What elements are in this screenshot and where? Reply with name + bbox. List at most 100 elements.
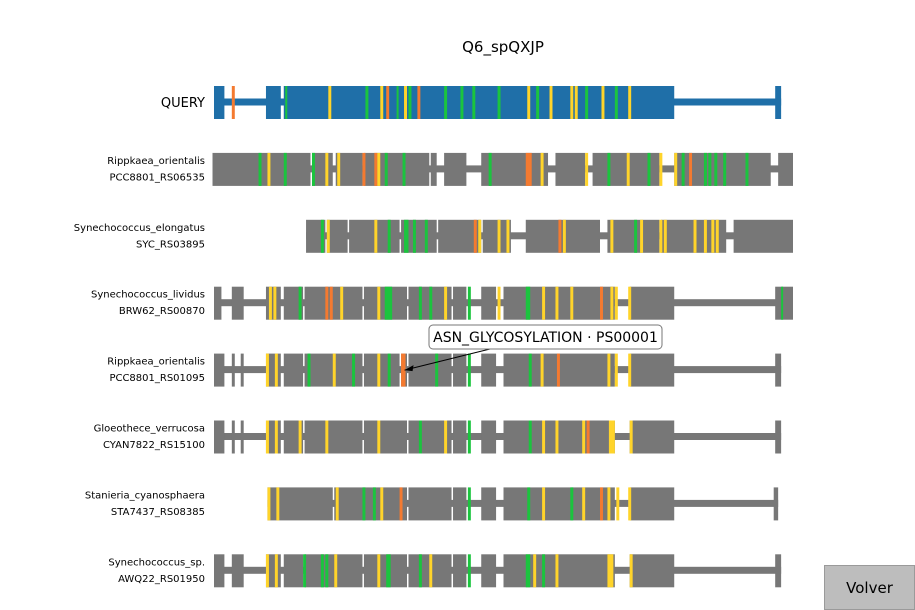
alignment-block (453, 487, 467, 521)
alignment-row: Synechococcus_sp. AWQ22_RS01950 (108, 554, 782, 588)
motif-mark (527, 86, 531, 119)
motif-mark (387, 353, 391, 387)
motif-mark (610, 286, 614, 320)
motif-mark (231, 86, 235, 119)
motif-mark (384, 286, 393, 320)
motif-mark (307, 353, 311, 387)
motif-mark (628, 353, 632, 387)
motif-mark (377, 286, 381, 320)
motif-mark (362, 487, 366, 521)
motif-mark (714, 152, 718, 186)
row-label: QUERY (161, 96, 205, 111)
motif-mark (542, 286, 546, 320)
alignment-block (481, 286, 497, 320)
motif-mark (582, 420, 586, 454)
alignment-row: Rippkaea_orientalis PCC8801_RS06535 (107, 152, 793, 186)
alignment-block (283, 86, 675, 119)
row-locus-label: PCC8801_RS01095 (109, 373, 205, 384)
alignment-block (775, 286, 793, 320)
motif-mark (377, 353, 381, 387)
row-locus-label: CYAN7822_RS15100 (103, 440, 205, 451)
motif-mark (472, 86, 476, 119)
annotation-label: ASN_GLYCOSYLATION · PS00001 (433, 330, 658, 346)
alignment-block (214, 286, 222, 320)
motif-mark (377, 152, 381, 186)
motif-mark (607, 554, 614, 588)
motif-mark (600, 487, 603, 521)
motif-mark (674, 152, 678, 186)
alignment-row: Synechococcus_elongatus SYC_RS03895 (74, 219, 793, 253)
motif-mark (715, 219, 719, 253)
motif-mark (352, 353, 356, 387)
motif-mark (555, 420, 559, 454)
alignment-block (453, 554, 467, 588)
alignment-block (775, 86, 782, 119)
motif-mark (298, 420, 302, 454)
chart-title: Q6_spQXJP (462, 38, 544, 57)
motif-mark (418, 420, 422, 454)
alignment-block (231, 420, 235, 454)
alignment-row: Stanieria_cyanosphaera STA7437_RS08385 (85, 487, 779, 521)
motif-mark (325, 420, 329, 454)
motif-mark (711, 219, 715, 253)
alignment-block (629, 353, 675, 387)
motif-mark (340, 286, 344, 320)
motif-mark (527, 487, 531, 521)
alignment-block (304, 554, 363, 588)
alignment-block (444, 152, 467, 186)
motif-mark (303, 554, 307, 588)
motif-mark (399, 487, 403, 521)
motif-mark (408, 86, 412, 119)
alignment-block (240, 420, 244, 454)
row-organism-label: Rippkaea_orientalis (107, 156, 205, 167)
alignment-block (326, 219, 348, 253)
alignment-block (265, 86, 281, 119)
row-organism-label: Synechococcus_lividus (91, 290, 205, 301)
motif-mark (540, 152, 544, 186)
motif-mark (380, 487, 384, 521)
motif-mark (377, 420, 381, 454)
row-locus-label: SYC_RS03895 (136, 239, 205, 250)
row-locus-label: AWQ22_RS01950 (118, 574, 205, 585)
motif-mark (525, 554, 531, 588)
motif-mark (404, 219, 409, 253)
alignment-block (231, 353, 235, 387)
alignment-block (363, 353, 400, 387)
alignment-block (503, 420, 615, 454)
motif-mark (628, 286, 632, 320)
volver-button[interactable]: Volver (824, 565, 915, 610)
alignment-block (304, 420, 363, 454)
motif-mark (332, 353, 336, 387)
alignment-block (334, 487, 407, 521)
motif-mark (703, 152, 707, 186)
row-organism-label: Synechococcus_sp. (108, 557, 205, 568)
motif-mark (555, 286, 559, 320)
motif-mark (467, 487, 471, 521)
motif-mark (298, 286, 302, 320)
alignment-block (629, 554, 675, 588)
motif-mark (265, 554, 269, 588)
motif-mark (781, 286, 784, 320)
motif-mark (542, 487, 546, 521)
motif-mark (401, 353, 406, 387)
motif-mark (614, 86, 618, 119)
motif-mark (601, 86, 605, 119)
alignment-block (363, 554, 407, 588)
alignment-line (214, 566, 782, 574)
alignment-block (775, 554, 782, 588)
row-locus-label: BRW62_RS00870 (119, 306, 205, 317)
motif-mark (555, 554, 559, 588)
alignment-block (607, 219, 660, 253)
motif-mark (377, 554, 381, 588)
motif-mark (582, 487, 586, 521)
alignment-block (629, 286, 675, 320)
motif-mark (626, 152, 630, 186)
motif-mark (629, 420, 633, 454)
motif-mark (404, 86, 407, 119)
motif-mark (273, 286, 277, 320)
alignment-block (629, 420, 675, 454)
motif-mark (374, 219, 378, 253)
motif-mark (435, 353, 439, 387)
alignment-block (231, 554, 244, 588)
alignment-block (214, 86, 225, 119)
